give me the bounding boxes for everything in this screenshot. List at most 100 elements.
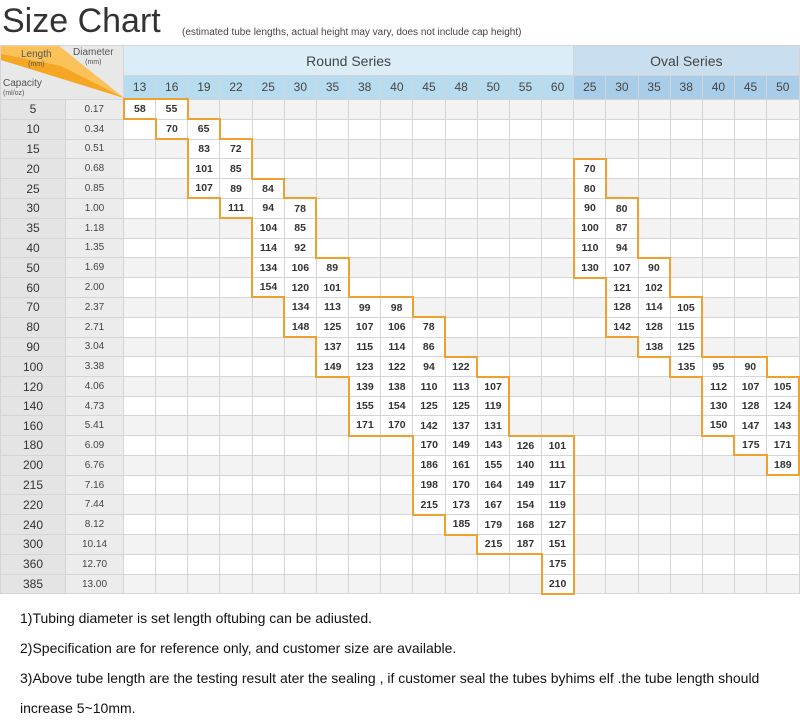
empty-cell (669, 415, 703, 437)
empty-cell (444, 237, 478, 259)
empty-cell (637, 98, 671, 120)
empty-cell (348, 474, 382, 496)
empty-cell (605, 178, 639, 199)
round-diameter: 16 (155, 75, 189, 100)
capacity-unit: (ml/oz) (3, 90, 25, 97)
oval-diameter: 40 (701, 75, 735, 100)
empty-cell (380, 178, 414, 199)
empty-cell (315, 217, 350, 239)
length-cell: 119 (476, 395, 511, 417)
length-cell: 119 (541, 494, 575, 516)
empty-cell (251, 118, 285, 140)
note: 2)Specification are for reference only, … (20, 639, 457, 656)
round-diameter: 55 (508, 75, 543, 100)
empty-cell (187, 376, 221, 397)
capacity-ml: 100 (0, 356, 66, 378)
empty-cell (283, 553, 317, 575)
empty-cell (476, 356, 510, 378)
row: 30 1.00 111 94 78 90 80 (0, 197, 800, 220)
length-cell: 154 (380, 395, 414, 417)
empty-cell (219, 514, 253, 536)
capacity-oz: 6.09 (65, 435, 124, 456)
empty-cell (637, 237, 671, 259)
length-cell: 127 (541, 514, 575, 536)
length-cell: 154 (508, 494, 543, 516)
empty-cell (508, 336, 543, 358)
length-cell: 65 (187, 118, 221, 140)
length-cell: 198 (411, 474, 446, 496)
length-cell: 125 (315, 316, 350, 338)
empty-cell (251, 514, 285, 536)
empty-cell (701, 435, 735, 456)
empty-cell (380, 435, 414, 456)
empty-cell (219, 474, 253, 496)
empty-cell (637, 494, 671, 516)
empty-cell (541, 138, 575, 160)
empty-cell (605, 435, 639, 456)
empty-cell (283, 395, 317, 417)
empty-cell (541, 158, 575, 180)
length-cell: 105 (669, 296, 704, 318)
row: 215 7.16 198 170 164 149 117 (0, 474, 800, 496)
empty-cell (541, 217, 575, 239)
row: 15 0.51 83 72 (0, 138, 800, 160)
empty-cell (251, 376, 285, 397)
empty-cell (605, 336, 639, 358)
empty-cell (508, 138, 543, 160)
empty-cell (122, 118, 157, 140)
empty-cell (444, 158, 478, 180)
empty-cell (508, 158, 543, 180)
empty-cell (766, 257, 800, 279)
capacity-ml: 80 (0, 316, 66, 338)
length-cell: 134 (251, 257, 285, 279)
empty-cell (187, 237, 221, 259)
length-cell: 142 (604, 316, 639, 339)
length-cell: 148 (283, 316, 317, 339)
oval-series: Oval Series (573, 45, 800, 76)
empty-cell (348, 98, 382, 120)
empty-cell (766, 573, 800, 595)
empty-cell (187, 494, 221, 516)
capacity-ml: 140 (0, 395, 66, 417)
empty-cell (508, 573, 543, 595)
capacity-ml: 120 (0, 376, 66, 397)
length-cell: 135 (669, 356, 703, 378)
length-cell: 84 (251, 177, 286, 199)
empty-cell (637, 514, 671, 536)
length-cell: 99 (348, 296, 382, 318)
empty-cell (669, 573, 703, 595)
empty-cell (155, 277, 189, 298)
diameter-label: Diameter (mm) (73, 48, 114, 67)
length-cell: 137 (444, 415, 478, 437)
empty-cell (348, 514, 382, 536)
capacity-ml: 180 (0, 435, 66, 456)
empty-cell (508, 376, 543, 397)
capacity-ml: 20 (0, 158, 66, 180)
empty-cell (315, 237, 350, 259)
empty-cell (573, 454, 607, 476)
empty-cell (701, 98, 735, 120)
empty-cell (541, 257, 575, 279)
length-cell: 171 (766, 435, 800, 456)
empty-cell (669, 98, 703, 120)
length-cell: 90 (572, 197, 607, 219)
length-cell: 110 (572, 237, 607, 259)
length-cell: 210 (540, 573, 575, 595)
empty-cell (766, 98, 800, 120)
length-cell: 124 (766, 395, 800, 417)
empty-cell (122, 415, 157, 437)
empty-cell (701, 296, 735, 318)
length-cell: 100 (572, 217, 607, 239)
row: 120 4.06 139 138 110 113 107 112 107 105 (0, 375, 800, 397)
capacity-ml: 215 (0, 474, 66, 496)
empty-cell (733, 277, 768, 298)
empty-cell (187, 573, 221, 595)
length-cell: 126 (508, 434, 543, 456)
capacity-oz: 2.37 (65, 296, 124, 318)
empty-cell (283, 178, 317, 199)
length-cell: 107 (733, 376, 768, 397)
empty-cell (766, 237, 800, 259)
empty-cell (155, 435, 189, 456)
empty-cell (219, 534, 253, 555)
length-cell: 80 (605, 197, 640, 219)
